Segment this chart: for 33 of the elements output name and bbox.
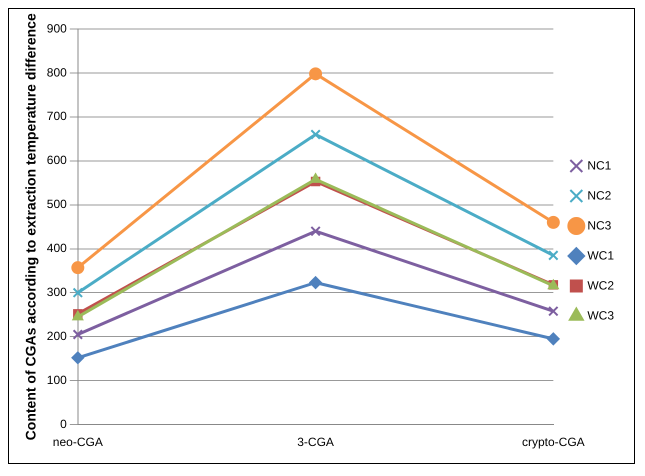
legend-label: WC2 bbox=[587, 278, 614, 292]
legend-label: WC3 bbox=[587, 308, 614, 322]
x-tick-label: neo-CGA bbox=[52, 435, 103, 450]
point bbox=[310, 129, 321, 140]
point bbox=[310, 172, 322, 183]
point bbox=[72, 287, 84, 298]
legend-label: WC1 bbox=[587, 248, 614, 262]
point bbox=[548, 250, 559, 261]
point bbox=[546, 332, 560, 346]
y-tick-label: 700 bbox=[46, 109, 68, 124]
legend-label: NC1 bbox=[587, 158, 612, 172]
point bbox=[309, 67, 322, 80]
x-tick-label: 3-CGA bbox=[297, 435, 334, 450]
y-tick-label: 900 bbox=[46, 21, 68, 36]
y-tick-label: 800 bbox=[46, 65, 68, 80]
y-tick-label: 500 bbox=[46, 197, 68, 212]
point bbox=[548, 306, 559, 316]
legend-label: NC2 bbox=[587, 188, 612, 202]
legend-label: NC3 bbox=[587, 218, 612, 232]
y-tick-label: 200 bbox=[46, 329, 68, 343]
point bbox=[546, 216, 560, 229]
point bbox=[72, 329, 84, 340]
point bbox=[310, 226, 321, 236]
point bbox=[71, 261, 84, 274]
y-tick-label: 100 bbox=[46, 372, 68, 387]
y-tick-label: 600 bbox=[46, 153, 68, 168]
x-tick-label: crypto-CGA bbox=[522, 435, 585, 450]
y-axis-title: Content of CGAs according to extraction temperature difference bbox=[22, 13, 38, 440]
point bbox=[309, 276, 322, 290]
y-tick-label: 400 bbox=[46, 241, 68, 256]
y-tick-label: 0 bbox=[60, 416, 68, 431]
y-tick-label: 300 bbox=[46, 285, 68, 300]
point bbox=[71, 351, 84, 364]
